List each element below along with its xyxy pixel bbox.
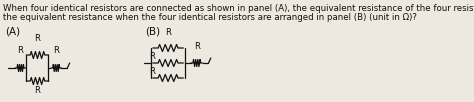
Text: R: R (18, 46, 23, 55)
Text: R: R (165, 28, 171, 37)
Text: R: R (194, 42, 200, 51)
Text: R: R (149, 52, 155, 61)
Text: R: R (35, 34, 40, 43)
Text: R: R (149, 67, 155, 76)
Text: R: R (35, 86, 40, 95)
Text: R: R (53, 46, 59, 55)
Text: (A): (A) (5, 27, 20, 37)
Text: the equivalent resistance when the four identical resistors are arranged in pane: the equivalent resistance when the four … (3, 13, 417, 22)
Text: (B): (B) (145, 27, 160, 37)
Text: When four identical resistors are connected as shown in panel (A), the equivalen: When four identical resistors are connec… (3, 4, 474, 13)
